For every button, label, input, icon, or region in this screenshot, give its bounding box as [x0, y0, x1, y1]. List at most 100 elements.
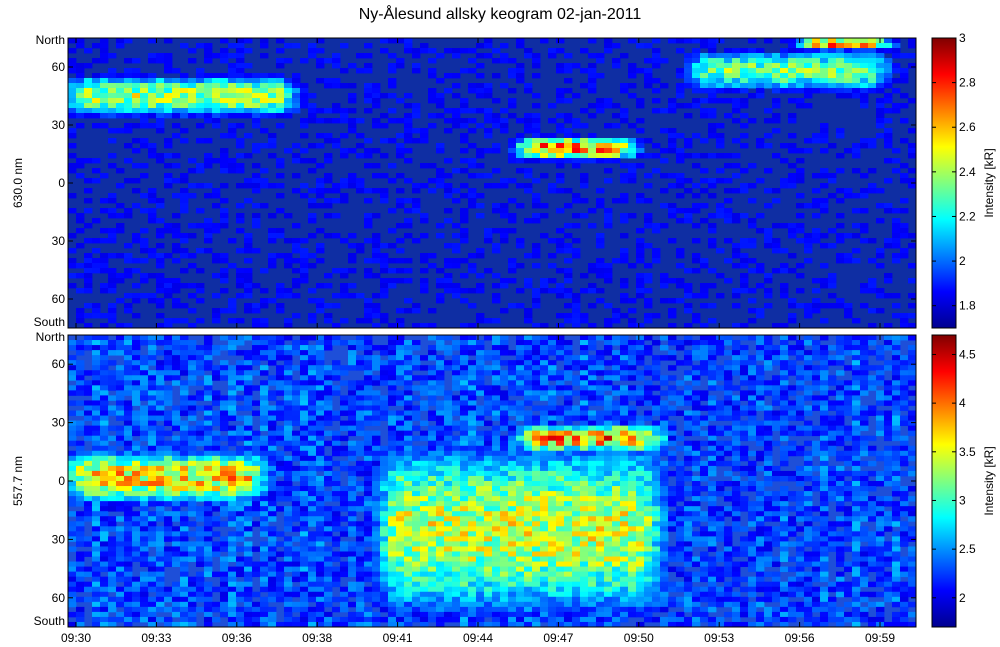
keogram-cell [116, 223, 125, 229]
keogram-cell [636, 148, 645, 154]
keogram-cell [772, 223, 781, 229]
keogram-cell [436, 148, 445, 154]
keogram-cell [636, 128, 645, 134]
keogram-cell [276, 491, 285, 497]
keogram-cell [668, 308, 677, 314]
keogram-cell [684, 178, 693, 184]
keogram-cell [284, 606, 293, 613]
keogram-cell [332, 268, 341, 274]
keogram-cell [284, 380, 293, 386]
keogram-cell [364, 138, 373, 144]
keogram-cell [260, 43, 269, 49]
keogram-cell [428, 496, 437, 502]
keogram-cell [276, 193, 285, 199]
keogram-cell [716, 203, 725, 209]
keogram-cell [860, 143, 869, 149]
keogram-cell [596, 108, 605, 114]
keogram-cell [476, 318, 485, 324]
keogram-cell [428, 616, 437, 623]
keogram-cell [292, 445, 301, 452]
keogram-cell [604, 153, 613, 159]
keogram-cell [380, 521, 389, 527]
keogram-cell [364, 566, 373, 573]
keogram-cell [196, 606, 205, 613]
keogram-cell [444, 360, 453, 366]
keogram-cell [372, 481, 381, 487]
keogram-cell [508, 263, 517, 269]
keogram-cell [852, 148, 861, 154]
keogram-cell [452, 223, 461, 229]
keogram-cell [772, 58, 781, 64]
keogram-cell [268, 616, 277, 623]
keogram-cell [140, 88, 149, 94]
keogram-cell [748, 68, 757, 74]
keogram-cell [132, 556, 141, 562]
keogram-cell [76, 63, 85, 69]
keogram-cell [412, 591, 421, 598]
keogram-cell [884, 38, 893, 44]
keogram-cell [316, 78, 325, 84]
keogram-cell [164, 88, 173, 94]
keogram-cell [452, 73, 461, 79]
keogram-cell [260, 606, 269, 613]
keogram-cell [284, 83, 293, 89]
keogram-cell [420, 516, 429, 522]
keogram-cell [76, 93, 85, 99]
keogram-cell [100, 173, 109, 179]
keogram-cell [84, 566, 93, 573]
keogram-cell [428, 48, 437, 54]
keogram-cell [140, 238, 149, 244]
keogram-cell [452, 470, 461, 477]
keogram-cell [524, 113, 533, 119]
keogram-cell [596, 158, 605, 164]
keogram-cell [700, 293, 709, 299]
keogram-cell [100, 103, 109, 109]
keogram-cell [204, 526, 213, 532]
keogram-cell [100, 460, 109, 467]
keogram-cell [108, 536, 117, 542]
keogram-cell [732, 188, 741, 194]
keogram-cell [260, 470, 269, 477]
keogram-cell [156, 606, 165, 613]
keogram-cell [612, 308, 621, 314]
keogram-cell [68, 113, 77, 119]
keogram-cell [108, 108, 117, 114]
keogram-cell [820, 198, 829, 204]
keogram-cell [140, 143, 149, 149]
keogram-cell [76, 621, 85, 628]
keogram-cell [780, 183, 789, 189]
keogram-cell [300, 415, 309, 421]
keogram-cell [676, 88, 685, 94]
keogram-cell [372, 308, 381, 314]
keogram-cell [388, 63, 397, 69]
keogram-cell [180, 481, 189, 487]
keogram-cell [364, 303, 373, 309]
keogram-cell [124, 88, 133, 94]
keogram-cell [284, 335, 293, 341]
keogram-cell [132, 455, 141, 462]
keogram-cell [324, 506, 333, 512]
keogram-cell [748, 258, 757, 264]
keogram-cell [148, 370, 157, 376]
keogram-cell [228, 516, 237, 522]
keogram-cell [828, 278, 837, 284]
keogram-cell [132, 360, 141, 366]
keogram-cell [404, 223, 413, 229]
keogram-cell [132, 606, 141, 613]
keogram-cell [852, 208, 861, 214]
keogram-cell [196, 83, 205, 89]
keogram-cell [692, 98, 701, 104]
keogram-cell [764, 203, 773, 209]
keogram-cell [524, 188, 533, 194]
keogram-cell [268, 511, 277, 517]
keogram-cell [620, 153, 629, 159]
keogram-cell [220, 113, 229, 119]
keogram-cell [84, 335, 93, 341]
keogram-cell [428, 470, 437, 477]
keogram-cell [76, 103, 85, 109]
keogram-cell [652, 253, 661, 259]
keogram-cell [844, 148, 853, 154]
keogram-cell [108, 113, 117, 119]
keogram-cell [676, 48, 685, 54]
keogram-cell [300, 405, 309, 411]
